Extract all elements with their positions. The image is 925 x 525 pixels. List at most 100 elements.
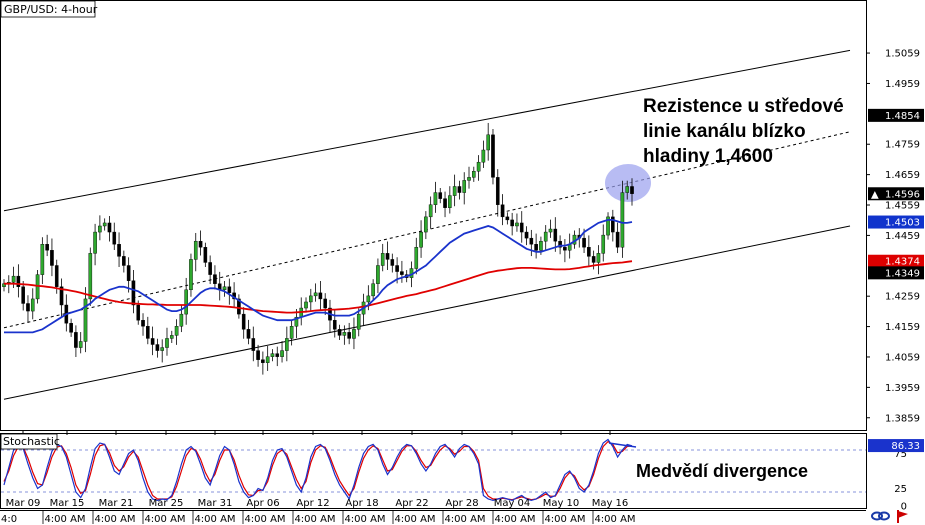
- candle-body: [366, 295, 371, 303]
- candle-body: [467, 177, 471, 181]
- candle-body: [376, 265, 380, 284]
- candle-body: [519, 222, 524, 233]
- price-tag: 1.4349: [868, 266, 924, 280]
- candle-body: [131, 280, 136, 306]
- candle-body: [50, 250, 54, 266]
- y-tick-label: 1.4759: [885, 140, 920, 151]
- candle-body: [543, 231, 548, 242]
- x-date-label: May 10: [543, 498, 580, 509]
- candle-body: [505, 216, 510, 221]
- candle-body: [294, 316, 299, 327]
- candle-body: [251, 338, 256, 351]
- candle-body: [155, 344, 160, 351]
- candle-body: [486, 134, 490, 151]
- candle-body: [169, 335, 174, 339]
- y-tick-label: 1.4959: [885, 79, 920, 90]
- x-date-label: Mar 31: [198, 498, 233, 509]
- candle-body: [285, 338, 289, 351]
- flag-icon[interactable]: [897, 510, 908, 523]
- candle-body: [347, 332, 351, 339]
- candle-body: [256, 350, 260, 360]
- x-date-label: Apr 22: [395, 498, 428, 509]
- x-time-label: 4:00 AM: [244, 514, 285, 525]
- link-icon[interactable]: [871, 511, 890, 521]
- candle-body: [198, 240, 203, 248]
- chart-title-box: [0, 0, 96, 18]
- candle-body: [318, 292, 323, 300]
- candle-body: [213, 274, 217, 284]
- candle-body: [400, 271, 404, 275]
- candle-body: [476, 161, 481, 172]
- x-date-label: Apr 12: [296, 498, 329, 509]
- candle-body: [275, 353, 280, 357]
- candle-body: [630, 186, 634, 194]
- candle-body: [203, 247, 208, 263]
- candle-body: [160, 347, 164, 351]
- candle-body: [193, 240, 198, 260]
- candle-body: [146, 326, 150, 339]
- candle-body: [98, 225, 102, 233]
- y-tick-label: 1.3959: [885, 383, 920, 394]
- stochastic-d-line: [3, 440, 633, 501]
- sma-blue-line: [4, 218, 633, 334]
- candle-body: [93, 231, 97, 254]
- x-time-label-first: 4:0: [1, 514, 17, 525]
- x-time-label: 4:00 AM: [544, 514, 585, 525]
- y-tick-label: 1.4159: [885, 322, 920, 333]
- x-date-label: May 16: [592, 498, 629, 509]
- candle-body: [309, 295, 313, 303]
- candle-body: [69, 323, 73, 333]
- candle-body: [390, 259, 395, 266]
- price-tag: 1.4596 ▲: [868, 187, 924, 201]
- candle-body: [227, 286, 232, 294]
- candle-body: [184, 289, 188, 315]
- x-time-label: 4:00 AM: [594, 514, 635, 525]
- candle-body: [150, 338, 155, 345]
- resistance-annotation-line-1: Rezistence u středové: [643, 96, 844, 117]
- candle-body: [189, 259, 193, 291]
- main-plot: [2, 49, 851, 400]
- x-date-label: Mar 21: [99, 498, 134, 509]
- candle-body: [165, 338, 169, 348]
- axes-layer: 1.5059 1.4959 1.4759 1.4659 1.4559 1.4459 1.42…: [0, 49, 924, 525]
- candle-body: [591, 256, 596, 263]
- candle-body: [88, 253, 93, 300]
- candle-body: [582, 237, 586, 248]
- candle-body: [462, 180, 467, 193]
- candle-body: [126, 265, 131, 281]
- stochastic-tag-bg: [868, 439, 924, 453]
- candle-body: [481, 149, 486, 163]
- stochastic-k-line: [3, 438, 633, 502]
- candle-body: [136, 304, 141, 321]
- candle-body: [107, 222, 112, 233]
- price-tag-label: 1.4374: [885, 257, 920, 268]
- candle-body: [323, 298, 327, 309]
- candle-body: [237, 298, 241, 315]
- candle-body: [515, 222, 519, 227]
- channel-upper-line: [3, 49, 851, 212]
- resistance-annotation-line-3: hladiny 1,4600: [643, 146, 773, 167]
- price-tag-label: 1.4349: [885, 268, 920, 279]
- candle-body: [141, 319, 145, 327]
- x-time-label: 4:00 AM: [94, 514, 135, 525]
- candle-body: [16, 275, 21, 287]
- candle-body: [78, 341, 83, 348]
- candle-body: [102, 222, 107, 227]
- candle-body: [74, 332, 78, 348]
- candle-body: [54, 265, 59, 287]
- candle-body: [611, 216, 615, 233]
- price-tag-bg: [868, 108, 924, 122]
- candle-body: [558, 240, 562, 248]
- x-date-label: Mar 15: [50, 498, 85, 509]
- x-time-label: 4:00 AM: [394, 514, 435, 525]
- candle-body: [529, 237, 534, 245]
- candle-body: [356, 313, 361, 330]
- candle-body: [280, 350, 284, 357]
- candle-body: [438, 192, 443, 199]
- x-date-label: Mar 09: [6, 498, 41, 509]
- candle-body: [11, 275, 16, 283]
- candle-body: [342, 332, 347, 336]
- price-tag-label: 1.4854: [885, 111, 920, 122]
- x-date-label: Mar 25: [149, 498, 184, 509]
- candle-body: [563, 247, 567, 251]
